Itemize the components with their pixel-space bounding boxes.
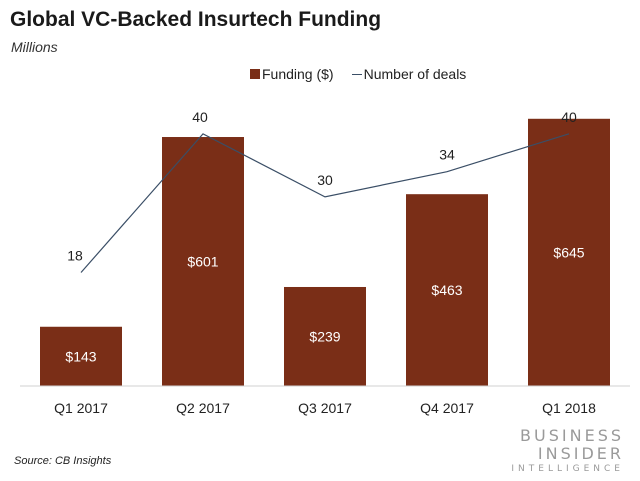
chart-subtitle: Millions <box>11 39 58 55</box>
brand-line-1: BUSINESS <box>520 426 624 445</box>
source-note: Source: CB Insights <box>14 455 112 467</box>
bar-value-label: $143 <box>65 348 96 364</box>
bar-value-label: $239 <box>309 328 340 344</box>
chart-title: Global VC-Backed Insurtech Funding <box>10 8 382 31</box>
x-tick-label: Q1 2017 <box>54 400 108 416</box>
deals-value-label: 40 <box>192 109 208 125</box>
brand-line-3: INTELLIGENCE <box>511 464 624 474</box>
x-tick-label: Q3 2017 <box>298 400 352 416</box>
bar <box>40 326 122 386</box>
bar <box>162 137 244 386</box>
bar-value-label: $601 <box>187 254 218 270</box>
bar <box>406 194 488 386</box>
x-tick-label: Q1 2018 <box>542 400 596 416</box>
bar <box>528 118 610 387</box>
deals-value-label: 30 <box>317 172 333 188</box>
brand-logo: BUSINESS INSIDER INTELLIGENCE <box>511 427 624 475</box>
legend-bar-swatch <box>250 69 260 79</box>
deals-value-label: 34 <box>439 147 455 163</box>
bar-value-label: $463 <box>431 282 462 298</box>
bar <box>284 286 366 386</box>
deals-line <box>80 133 570 273</box>
legend-bar-label: Funding ($) <box>262 66 334 82</box>
chart-legend: Funding ($) Number of deals <box>250 66 466 82</box>
legend-line-swatch <box>351 73 362 75</box>
brand-line-2: INSIDER <box>537 444 624 463</box>
deals-value-label: 40 <box>561 109 577 125</box>
x-tick-label: Q4 2017 <box>420 400 474 416</box>
x-tick-label: Q2 2017 <box>176 400 230 416</box>
deals-value-label: 18 <box>67 248 83 264</box>
legend-line-label: Number of deals <box>363 66 467 82</box>
bar-value-label: $645 <box>553 244 584 260</box>
